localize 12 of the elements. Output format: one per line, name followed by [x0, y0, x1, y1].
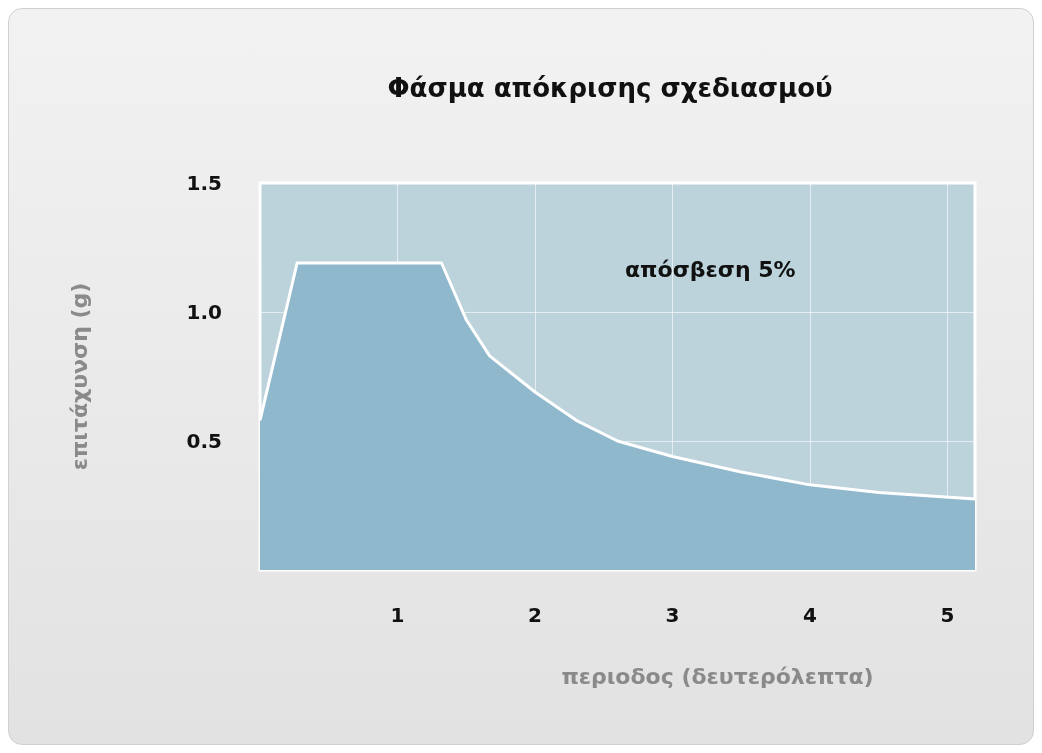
- x-tick-label: 4: [803, 603, 817, 627]
- annotation: απόσβεση 5%: [625, 256, 796, 282]
- chart-title: Φάσμα απόκρισης σχεδιασμού: [387, 73, 833, 103]
- y-axis-title: επιτάχυνση (g): [66, 282, 92, 471]
- y-tick-label: 1.0: [186, 300, 222, 324]
- x-tick-label: 3: [665, 603, 680, 627]
- x-axis-title: περιοδος (δευτερόλεπτα): [561, 663, 874, 689]
- x-tick-label: 5: [940, 603, 955, 627]
- y-tick-label: 1.5: [186, 171, 222, 195]
- y-tick-label: 0.5: [186, 429, 222, 453]
- x-tick-label: 1: [390, 603, 405, 627]
- x-tick-label: 2: [528, 603, 542, 627]
